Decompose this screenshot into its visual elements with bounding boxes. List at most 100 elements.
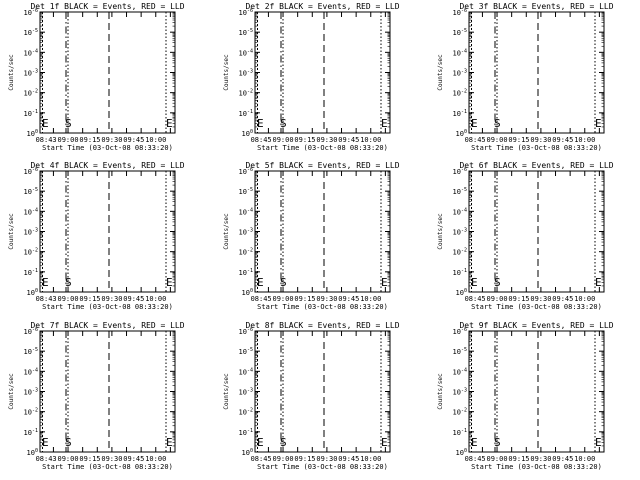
event-marker-2: S: [65, 276, 72, 289]
chart-title: Det 1f BLACK = Events, RED = LLD: [30, 2, 184, 11]
y-tick-label: 10-6: [453, 327, 467, 336]
chart-panel-1: Det 1f BLACK = Events, RED = LLD 100 10-1 1…: [8, 2, 185, 152]
x-tick-label: 08:45: [251, 295, 272, 303]
y-axis-label: Counts/sec: [8, 54, 15, 91]
y-tick-label: 10-4: [239, 367, 253, 376]
y-tick-label: 10-2: [239, 408, 253, 417]
y-axis-label: Counts/sec: [223, 54, 230, 91]
event-marker-1: E: [471, 436, 478, 449]
y-tick-label: 10-4: [24, 48, 38, 57]
chart-panel-3: Det 3f BLACK = Events, RED = LLD 100 10-1 1…: [437, 2, 614, 152]
event-marker-3: E: [166, 436, 173, 449]
y-tick-label: 10-5: [453, 28, 467, 37]
y-tick-label: 10-6: [453, 8, 467, 17]
y-tick-label: 100: [27, 129, 38, 138]
y-tick-label: 10-3: [24, 228, 38, 237]
event-marker-1: E: [42, 276, 49, 289]
x-tick-label: 09:00: [487, 295, 508, 303]
x-tick-label: 10:00: [145, 295, 166, 303]
y-tick-label: 10-5: [24, 347, 38, 356]
y-tick-label: 10-4: [239, 207, 253, 216]
y-tick-label: 10-4: [24, 207, 38, 216]
chart-panel-9: Det 9f BLACK = Events, RED = LLD 100 10-1 1…: [437, 321, 614, 471]
y-tick-label: 10-4: [453, 207, 467, 216]
plot-frame: [468, 11, 605, 134]
chart-title: Det 6f BLACK = Events, RED = LLD: [459, 161, 613, 170]
event-marker-3: E: [381, 117, 388, 130]
event-marker-3: E: [381, 436, 388, 449]
x-axis-label: Start Time (03-Oct-08 08:33:20): [471, 463, 602, 471]
x-tick-label: 09:00: [273, 455, 294, 463]
x-tick-label: 09:15: [79, 455, 100, 463]
x-axis-label: Start Time (03-Oct-08 08:33:20): [42, 303, 173, 311]
y-tick-label: 10-1: [24, 428, 38, 437]
x-tick-label: 10:00: [360, 295, 381, 303]
y-tick-label: 10-6: [24, 8, 38, 17]
x-tick-label: 08:45: [465, 136, 486, 144]
x-tick-label: 09:30: [530, 295, 551, 303]
event-marker-2: S: [280, 276, 287, 289]
y-tick-label: 10-1: [453, 109, 467, 118]
y-axis-label: Counts/sec: [437, 54, 444, 91]
y-tick-label: 10-3: [453, 69, 467, 78]
event-marker-3: E: [595, 276, 602, 289]
x-tick-label: 09:15: [294, 136, 315, 144]
y-axis-label: Counts/sec: [437, 213, 444, 250]
x-tick-label: 10:00: [360, 455, 381, 463]
plot-frame: [39, 170, 176, 293]
y-tick-label: 10-3: [453, 388, 467, 397]
plot-frame: [254, 11, 391, 134]
event-marker-2: S: [280, 117, 287, 130]
plot-frame: [254, 330, 391, 453]
y-tick-label: 10-2: [453, 248, 467, 257]
event-marker-3: E: [166, 276, 173, 289]
y-tick-label: 10-6: [453, 167, 467, 176]
chart-panel-4: Det 4f BLACK = Events, RED = LLD 100 10-1 1…: [8, 161, 185, 311]
y-tick-label: 10-6: [239, 167, 253, 176]
x-tick-label: 09:15: [79, 295, 100, 303]
x-tick-label: 09:30: [316, 455, 337, 463]
y-tick-label: 10-4: [453, 367, 467, 376]
y-tick-label: 100: [242, 288, 253, 297]
chart-panel-7: Det 7f BLACK = Events, RED = LLD 100 10-1 1…: [8, 321, 185, 471]
y-axis-label: Counts/sec: [8, 373, 15, 410]
y-tick-label: 100: [242, 448, 253, 457]
x-tick-label: 09:30: [530, 136, 551, 144]
y-tick-label: 10-4: [239, 48, 253, 57]
chart-panel-6: Det 6f BLACK = Events, RED = LLD 100 10-1 1…: [437, 161, 614, 311]
x-tick-label: 09:45: [123, 455, 144, 463]
x-axis-label: Start Time (03-Oct-08 08:33:20): [42, 463, 173, 471]
y-tick-label: 10-4: [453, 48, 467, 57]
x-tick-label: 09:45: [338, 295, 359, 303]
y-tick-label: 10-1: [239, 428, 253, 437]
y-axis-label: Counts/sec: [223, 373, 230, 410]
y-tick-label: 10-2: [453, 408, 467, 417]
y-axis-label: Counts/sec: [437, 373, 444, 410]
event-marker-1: E: [257, 276, 264, 289]
chart-title: Det 3f BLACK = Events, RED = LLD: [459, 2, 613, 11]
event-marker-2: S: [65, 117, 72, 130]
plot-frame: [468, 170, 605, 293]
x-tick-label: 10:00: [574, 295, 595, 303]
plot-frame: [39, 330, 176, 453]
event-marker-2: S: [280, 436, 287, 449]
x-tick-label: 09:45: [552, 295, 573, 303]
x-tick-label: 09:00: [273, 295, 294, 303]
chart-panel-2: Det 2f BLACK = Events, RED = LLD 100 10-1 1…: [223, 2, 400, 152]
y-tick-label: 100: [456, 288, 467, 297]
event-marker-1: E: [471, 276, 478, 289]
x-tick-label: 08:43: [36, 455, 57, 463]
x-tick-label: 09:15: [508, 295, 529, 303]
y-tick-label: 10-1: [24, 268, 38, 277]
x-tick-label: 09:15: [294, 455, 315, 463]
x-tick-label: 09:15: [294, 295, 315, 303]
x-tick-label: 09:30: [101, 295, 122, 303]
x-tick-label: 09:45: [123, 295, 144, 303]
x-tick-label: 09:00: [58, 455, 79, 463]
y-tick-label: 10-2: [24, 408, 38, 417]
event-marker-3: E: [595, 117, 602, 130]
x-axis-label: Start Time (03-Oct-08 08:33:20): [471, 303, 602, 311]
x-tick-label: 09:00: [487, 455, 508, 463]
event-marker-3: E: [595, 436, 602, 449]
